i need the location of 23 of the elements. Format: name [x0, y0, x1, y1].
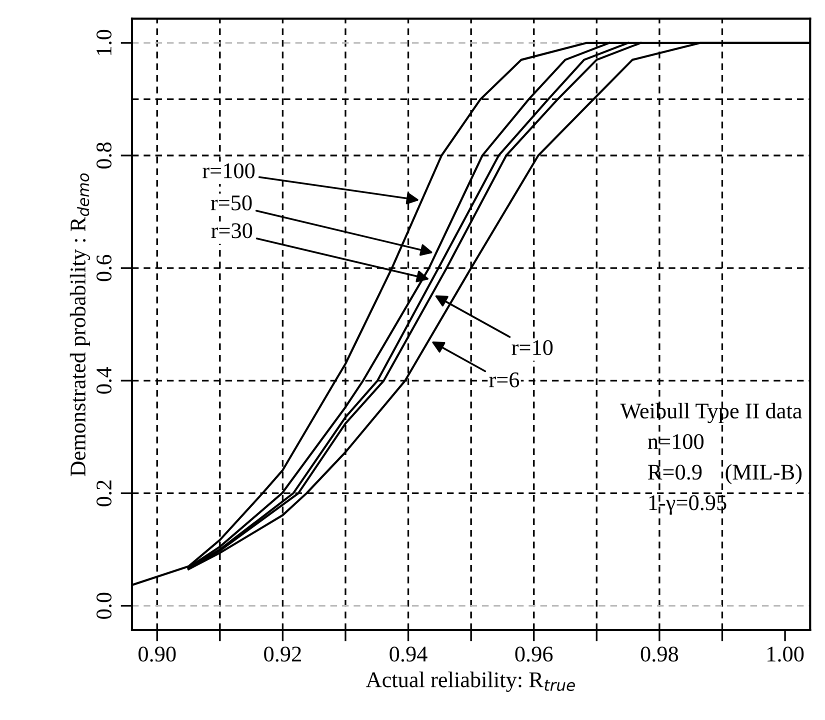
x-tick-label: 0.98: [640, 646, 678, 662]
y-tick-label: 0.4: [96, 367, 112, 394]
annotation: r=50: [210, 195, 252, 210]
y-tick-label: 0.2: [96, 480, 112, 506]
y-tick-label: 1.0: [96, 30, 112, 55]
y-tick-label: 0.6: [96, 254, 112, 282]
y-axis-title: Demonstrated probability : R$_{demo}$: [70, 173, 90, 476]
annotation: n=100: [648, 434, 704, 450]
x-tick-label: 0.92: [264, 646, 301, 662]
annotation: 1-γ=0.95: [649, 495, 726, 515]
annotation: r=6: [489, 372, 520, 388]
x-tick-label: 1.00: [768, 646, 804, 662]
y-tick-label: 0.8: [96, 142, 112, 169]
x-axis-title: Actual reliability: R$_{true}$: [366, 672, 575, 692]
y-tick-label: 0.0: [96, 592, 112, 619]
annotation: r=30: [211, 223, 252, 238]
annotation: r=10: [512, 340, 553, 356]
annotation: r=100: [202, 163, 255, 178]
x-tick-label: 0.94: [390, 646, 428, 662]
annotation: Weibull Type II data: [620, 402, 802, 424]
x-tick-label: 0.90: [138, 646, 176, 662]
x-tick-label: 0.96: [515, 646, 553, 662]
annotation: R=0.9 (MIL-B): [648, 464, 802, 484]
